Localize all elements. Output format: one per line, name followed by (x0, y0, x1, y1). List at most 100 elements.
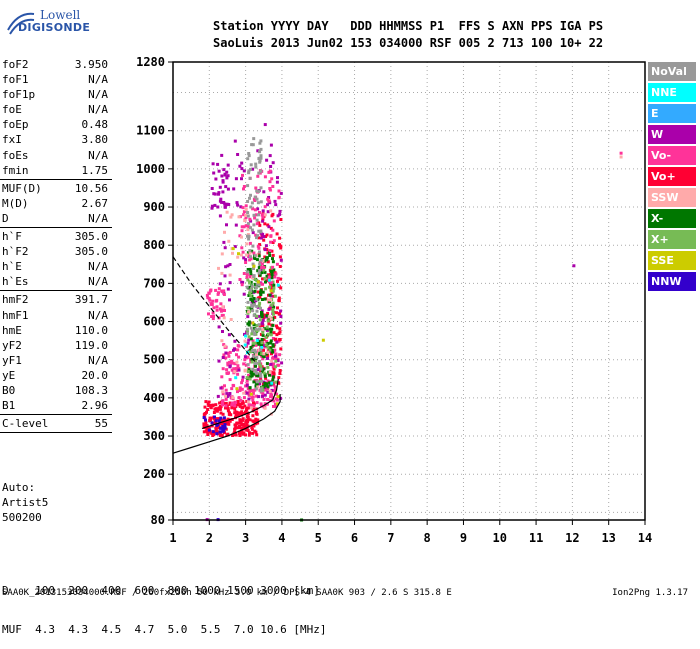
echo-point (266, 260, 270, 264)
echo-point (271, 310, 275, 313)
echo-point (249, 346, 253, 349)
echo-point (213, 415, 216, 419)
echo-point (251, 431, 255, 435)
echo-point (266, 390, 270, 394)
parameter-name: h`E (2, 260, 22, 274)
echo-point (257, 304, 261, 308)
echo-point (210, 206, 214, 210)
echo-point (249, 219, 253, 223)
echo-point (215, 432, 219, 436)
echo-point (250, 201, 254, 205)
parameter-name: B1 (2, 399, 16, 413)
echo-point (256, 341, 260, 345)
echo-point (255, 382, 259, 386)
echo-point (257, 236, 261, 240)
parameter-value: 391.7 (74, 293, 108, 307)
echo-point (246, 251, 250, 255)
parameter-value: N/A (88, 211, 108, 225)
echo-point (248, 348, 252, 352)
echo-point (253, 257, 257, 260)
echo-point (226, 417, 230, 421)
echo-point (263, 175, 267, 179)
echo-point (277, 195, 281, 199)
echo-point (260, 234, 264, 238)
echo-point (222, 343, 226, 347)
echo-point (251, 321, 255, 325)
parameter-value: N/A (88, 260, 108, 274)
echo-point (243, 424, 247, 428)
echo-point (255, 374, 259, 378)
echo-point (251, 343, 255, 347)
parameter-row: hmF1 N/A (0, 308, 112, 323)
echo-point (248, 249, 252, 253)
echo-point (272, 399, 276, 403)
parameter-row: C-level 55 (0, 416, 112, 431)
echo-point (204, 421, 208, 425)
echo-point (277, 189, 281, 193)
echo-point (209, 418, 213, 422)
echo-point (252, 420, 256, 424)
echo-point (272, 294, 276, 298)
echo-point (240, 410, 244, 414)
echo-point (261, 328, 265, 332)
echo-point (222, 308, 226, 312)
echo-point (251, 341, 255, 345)
echo-point (247, 320, 251, 324)
echo-point (244, 204, 248, 208)
echo-point (252, 323, 256, 327)
echo-point (267, 275, 271, 279)
echo-point (224, 265, 228, 269)
echo-point (259, 186, 263, 190)
echo-point (227, 239, 231, 243)
echo-point (217, 426, 221, 430)
echo-point (234, 424, 238, 428)
parameter-name: foE (2, 103, 22, 117)
parameter-value: 305.0 (74, 230, 108, 244)
trace-fit-curve (201, 378, 279, 429)
parameter-value: 108.3 (74, 383, 108, 397)
echo-point (250, 427, 254, 431)
x-tick-label: 7 (387, 531, 394, 545)
echo-point (245, 272, 249, 276)
echo-point (262, 235, 266, 239)
echo-point (238, 389, 242, 392)
echo-point (218, 430, 222, 434)
echo-point (204, 418, 207, 422)
echo-point (241, 418, 245, 422)
echo-point (258, 318, 262, 322)
echo-point (215, 417, 219, 421)
echo-point (204, 400, 208, 404)
echo-point (212, 171, 216, 175)
echo-point (273, 294, 277, 298)
echo-point (265, 325, 269, 329)
echo-point (252, 251, 256, 255)
echo-point (269, 165, 273, 168)
echo-point (253, 289, 257, 293)
echo-point (266, 379, 270, 383)
echo-point (258, 211, 261, 214)
echo-point (226, 163, 230, 167)
echo-point (228, 419, 232, 423)
echo-point (258, 159, 262, 163)
echo-point (252, 404, 256, 408)
echo-point (244, 420, 248, 424)
echo-point (247, 393, 251, 397)
parameter-list: foF2 3.950 foF1 N/A foF1p N/A foE N/A foEp 0.48 fx… (0, 57, 112, 434)
echo-point (263, 222, 267, 226)
echo-point (236, 348, 240, 352)
echo-point (259, 293, 263, 296)
echo-point (222, 289, 226, 293)
y-tick-label: 1000 (136, 162, 165, 176)
legend-item: E (648, 104, 696, 123)
echo-point (259, 369, 263, 373)
echo-point (224, 351, 228, 355)
lowell-digisonde-logo: Lowell DIGISONDE (6, 8, 90, 38)
echo-point (278, 236, 282, 240)
echo-point (241, 422, 245, 426)
echo-point (222, 416, 226, 420)
echo-point (240, 161, 244, 165)
echo-point (244, 258, 248, 262)
echo-point (268, 381, 272, 385)
echo-point (224, 185, 228, 189)
parameter-row: yF2 119.0 (0, 338, 112, 353)
